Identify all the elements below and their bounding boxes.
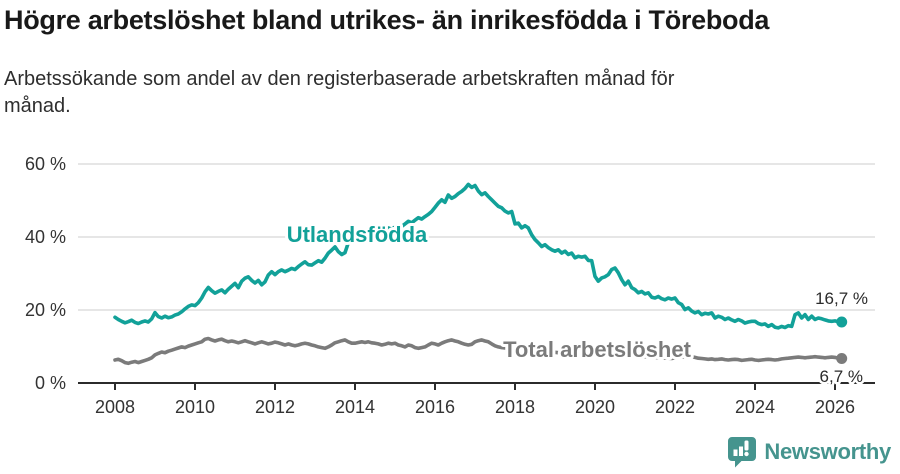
exclamation-bar bbox=[744, 440, 749, 451]
x-axis-ticks bbox=[114, 383, 836, 390]
x-axis-label-2014: 2014 bbox=[335, 397, 375, 417]
x-axis-label-2018: 2018 bbox=[495, 397, 535, 417]
series-end-dot-total bbox=[836, 353, 848, 364]
bar-1 bbox=[733, 449, 738, 456]
x-axis-label-2022: 2022 bbox=[655, 397, 695, 417]
x-axis-label-2024: 2024 bbox=[735, 397, 775, 417]
x-axis-label-2010: 2010 bbox=[175, 397, 215, 417]
series-line-utlandsfodda bbox=[113, 182, 844, 330]
end-value-label-utlandsfodda: 16,7 % bbox=[815, 289, 868, 308]
x-axis-label-2012: 2012 bbox=[255, 397, 295, 417]
x-axis-label-2008: 2008 bbox=[95, 397, 135, 417]
chart-subtitle-line1: Arbetssökande som andel av den registerb… bbox=[4, 68, 675, 90]
series-label-total: Total arbetslöshet bbox=[503, 337, 692, 362]
gridlines bbox=[78, 163, 875, 311]
newsworthy-wordmark: Newsworthy bbox=[764, 439, 891, 464]
newsworthy-logo[interactable]: Newsworthy bbox=[727, 436, 891, 468]
x-axis-label-2020: 2020 bbox=[575, 397, 615, 417]
x-axis-label-2016: 2016 bbox=[415, 397, 455, 417]
y-axis-label-40: 40 % bbox=[25, 227, 66, 247]
newsworthy-icon bbox=[728, 437, 757, 468]
chart-title: Högre arbetslöshet bland utrikes- än inr… bbox=[4, 5, 770, 35]
chart-subtitle: Arbetssökande som andel av den registerb… bbox=[4, 66, 834, 120]
series-end-dot-utlandsfodda bbox=[836, 316, 848, 328]
chart-subtitle-line2: månad. bbox=[4, 95, 71, 117]
series-line-total bbox=[113, 336, 844, 366]
series-label-utlandsfodda: Utlandsfödda bbox=[287, 222, 428, 247]
bar-2 bbox=[739, 446, 744, 456]
y-axis-label-0: 0 % bbox=[35, 373, 66, 393]
line-chart: Utlandsfödda Total arbetslöshet 16,7 % 6… bbox=[25, 154, 875, 417]
exclamation-dot bbox=[744, 451, 750, 457]
end-value-label-total: 6,7 % bbox=[820, 367, 863, 386]
x-axis-label-2026: 2026 bbox=[815, 397, 855, 417]
y-axis-label-60: 60 % bbox=[25, 154, 66, 174]
y-axis-label-20: 20 % bbox=[25, 300, 66, 320]
